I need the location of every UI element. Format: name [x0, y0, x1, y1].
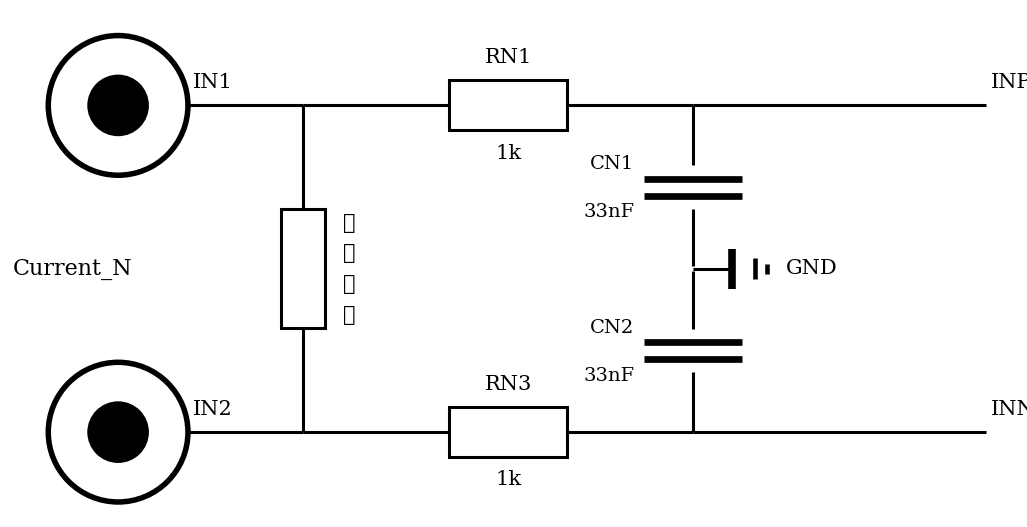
Text: 33nF: 33nF: [583, 203, 635, 221]
Bar: [450, 80, 567, 130]
Text: INN: INN: [991, 400, 1027, 419]
Text: RN1: RN1: [485, 48, 532, 67]
Text: INP: INP: [991, 73, 1027, 92]
Text: CN1: CN1: [589, 155, 635, 173]
Text: Current_N: Current_N: [12, 258, 131, 280]
Bar: [450, 407, 567, 457]
Text: 铜: 铜: [343, 243, 355, 264]
Text: 阻: 阻: [343, 305, 355, 325]
Text: 锰: 锰: [343, 213, 355, 233]
Text: GND: GND: [786, 259, 837, 278]
Text: IN2: IN2: [193, 400, 233, 419]
Text: 1k: 1k: [495, 470, 522, 490]
Ellipse shape: [87, 75, 149, 136]
Text: 电: 电: [343, 274, 355, 294]
Text: IN1: IN1: [193, 73, 233, 92]
Text: 33nF: 33nF: [583, 367, 635, 385]
Bar: [281, 209, 325, 328]
Ellipse shape: [87, 402, 149, 463]
Text: 1k: 1k: [495, 143, 522, 163]
Text: RN3: RN3: [485, 375, 532, 394]
Text: CN2: CN2: [589, 319, 635, 337]
